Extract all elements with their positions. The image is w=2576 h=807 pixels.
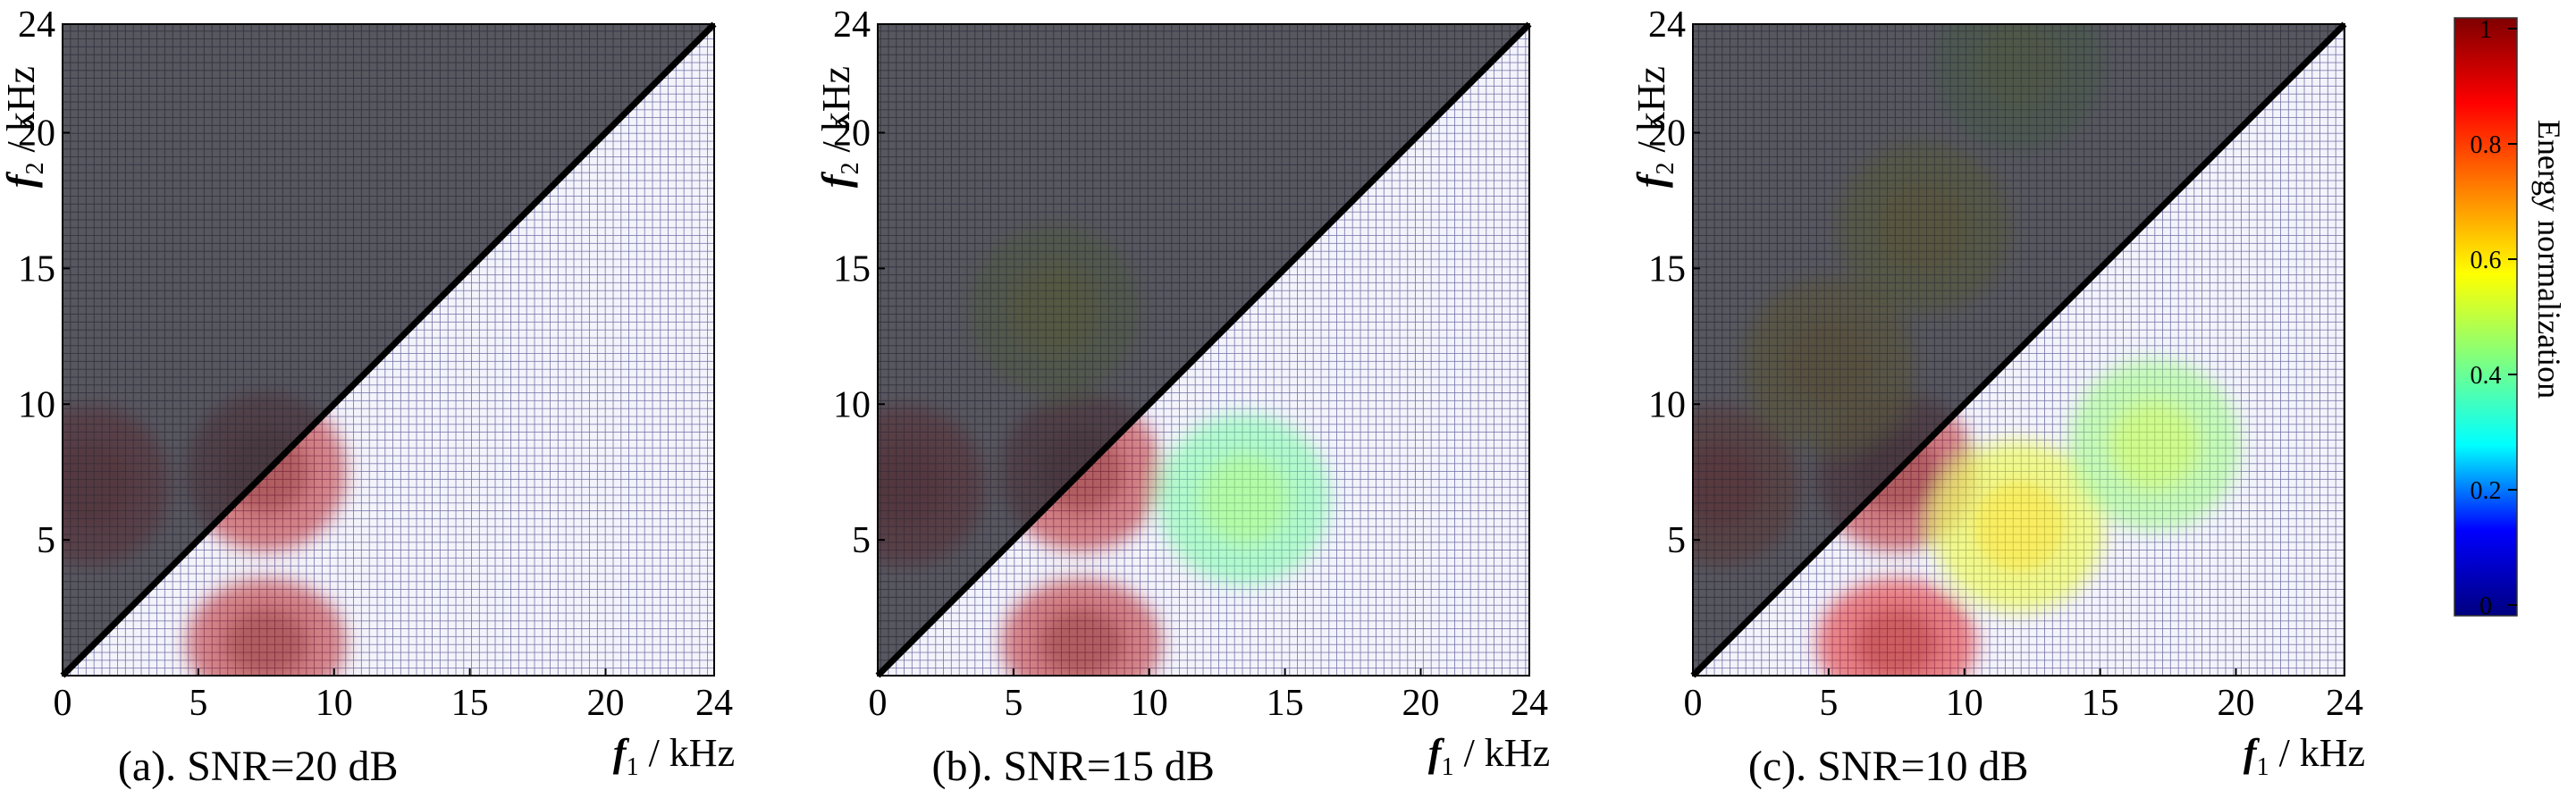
diagonal-line: [1690, 21, 2347, 678]
colorbar-title: Energy normalization: [2531, 120, 2567, 399]
x-tick-label: 0: [1684, 683, 1703, 724]
x-tick-label: 5: [1819, 683, 1838, 724]
y-tick-label: 15: [18, 248, 55, 290]
x-tick-label: 24: [1511, 683, 1548, 724]
y-tick-label: 15: [1648, 248, 1686, 290]
panel-2: 0 5 10 15 20 24 5 10 15 20 24 f2 / kHz f1 / kHz (b). …: [814, 4, 1550, 790]
x-tick-label: 15: [451, 683, 489, 724]
colorbar-tick-label: 0.6: [2471, 247, 2502, 274]
plot-area: [1693, 24, 2344, 676]
axes-frame: [1692, 23, 2345, 677]
x-tick-label: 20: [1402, 683, 1440, 724]
y-tick-label: 10: [1648, 384, 1686, 425]
colorbar: 0 0.2 0.4 0.6 0.8 1 Energy normalization: [2454, 16, 2567, 620]
y-tick-label: 5: [852, 520, 871, 561]
y-tick-label: 5: [37, 520, 55, 561]
x-tick-label: 5: [1004, 683, 1023, 724]
y-tick-label: 20: [833, 113, 871, 155]
x-tick-label: 0: [869, 683, 888, 724]
x-tick-label: 24: [2326, 683, 2363, 724]
axes-frame: [877, 23, 1530, 677]
panel-caption: (c). SNR=10 dB: [1748, 743, 2029, 790]
y-tick-label: 5: [1667, 520, 1686, 561]
x-tick-label: 24: [695, 683, 733, 724]
y-tick-label: 10: [833, 384, 871, 425]
colorbar-tick-label: 1: [2479, 16, 2492, 44]
x-tick-label: 10: [1131, 683, 1168, 724]
x-tick-label: 0: [54, 683, 72, 724]
y-axis-title: f2 / kHz: [1629, 66, 1679, 188]
x-tick-label: 10: [1946, 683, 1983, 724]
x-tick-label: 20: [587, 683, 625, 724]
panel-caption: (a). SNR=20 dB: [118, 743, 399, 790]
colorbar-tick-label: 0.8: [2471, 131, 2502, 159]
colorbar-tick-label: 0.2: [2471, 477, 2502, 505]
x-tick-label: 15: [2082, 683, 2119, 724]
x-tick-label: 5: [189, 683, 207, 724]
y-tick-label: 20: [18, 113, 55, 155]
x-axis-title: f1 / kHz: [613, 731, 735, 781]
y-axis-title: f2 / kHz: [0, 66, 49, 188]
axes-frame: [62, 23, 715, 677]
colorbar-tick-label: 0.4: [2471, 362, 2502, 390]
panel-1: 0 5 10 15 20 24 5 10 15 20 24 f2 / kHz f1 / kHz (a). …: [0, 4, 735, 790]
y-tick-label: 24: [18, 4, 55, 46]
x-axis-title: f1 / kHz: [2243, 731, 2365, 781]
y-tick-label: 15: [833, 248, 871, 290]
panel-3: 0 5 10 15 20 24 5 10 15 20 24 f2 / kHz f1 / kHz (c). …: [1629, 4, 2365, 790]
y-tick-label: 24: [833, 4, 871, 46]
diagonal-line: [60, 21, 717, 678]
y-axis-title: f2 / kHz: [814, 66, 864, 188]
y-tick-label: 10: [18, 384, 55, 425]
diagonal-line: [875, 21, 1532, 678]
x-tick-label: 20: [2218, 683, 2255, 724]
x-axis-title: f1 / kHz: [1428, 731, 1550, 781]
panel-caption: (b). SNR=15 dB: [931, 743, 1214, 790]
colorbar-gradient: [2454, 17, 2518, 617]
y-tick-label: 24: [1648, 4, 1686, 46]
x-tick-label: 10: [316, 683, 353, 724]
colorbar-tick-label: 0: [2479, 593, 2492, 620]
y-tick-label: 20: [1648, 113, 1686, 155]
x-tick-label: 15: [1267, 683, 1304, 724]
